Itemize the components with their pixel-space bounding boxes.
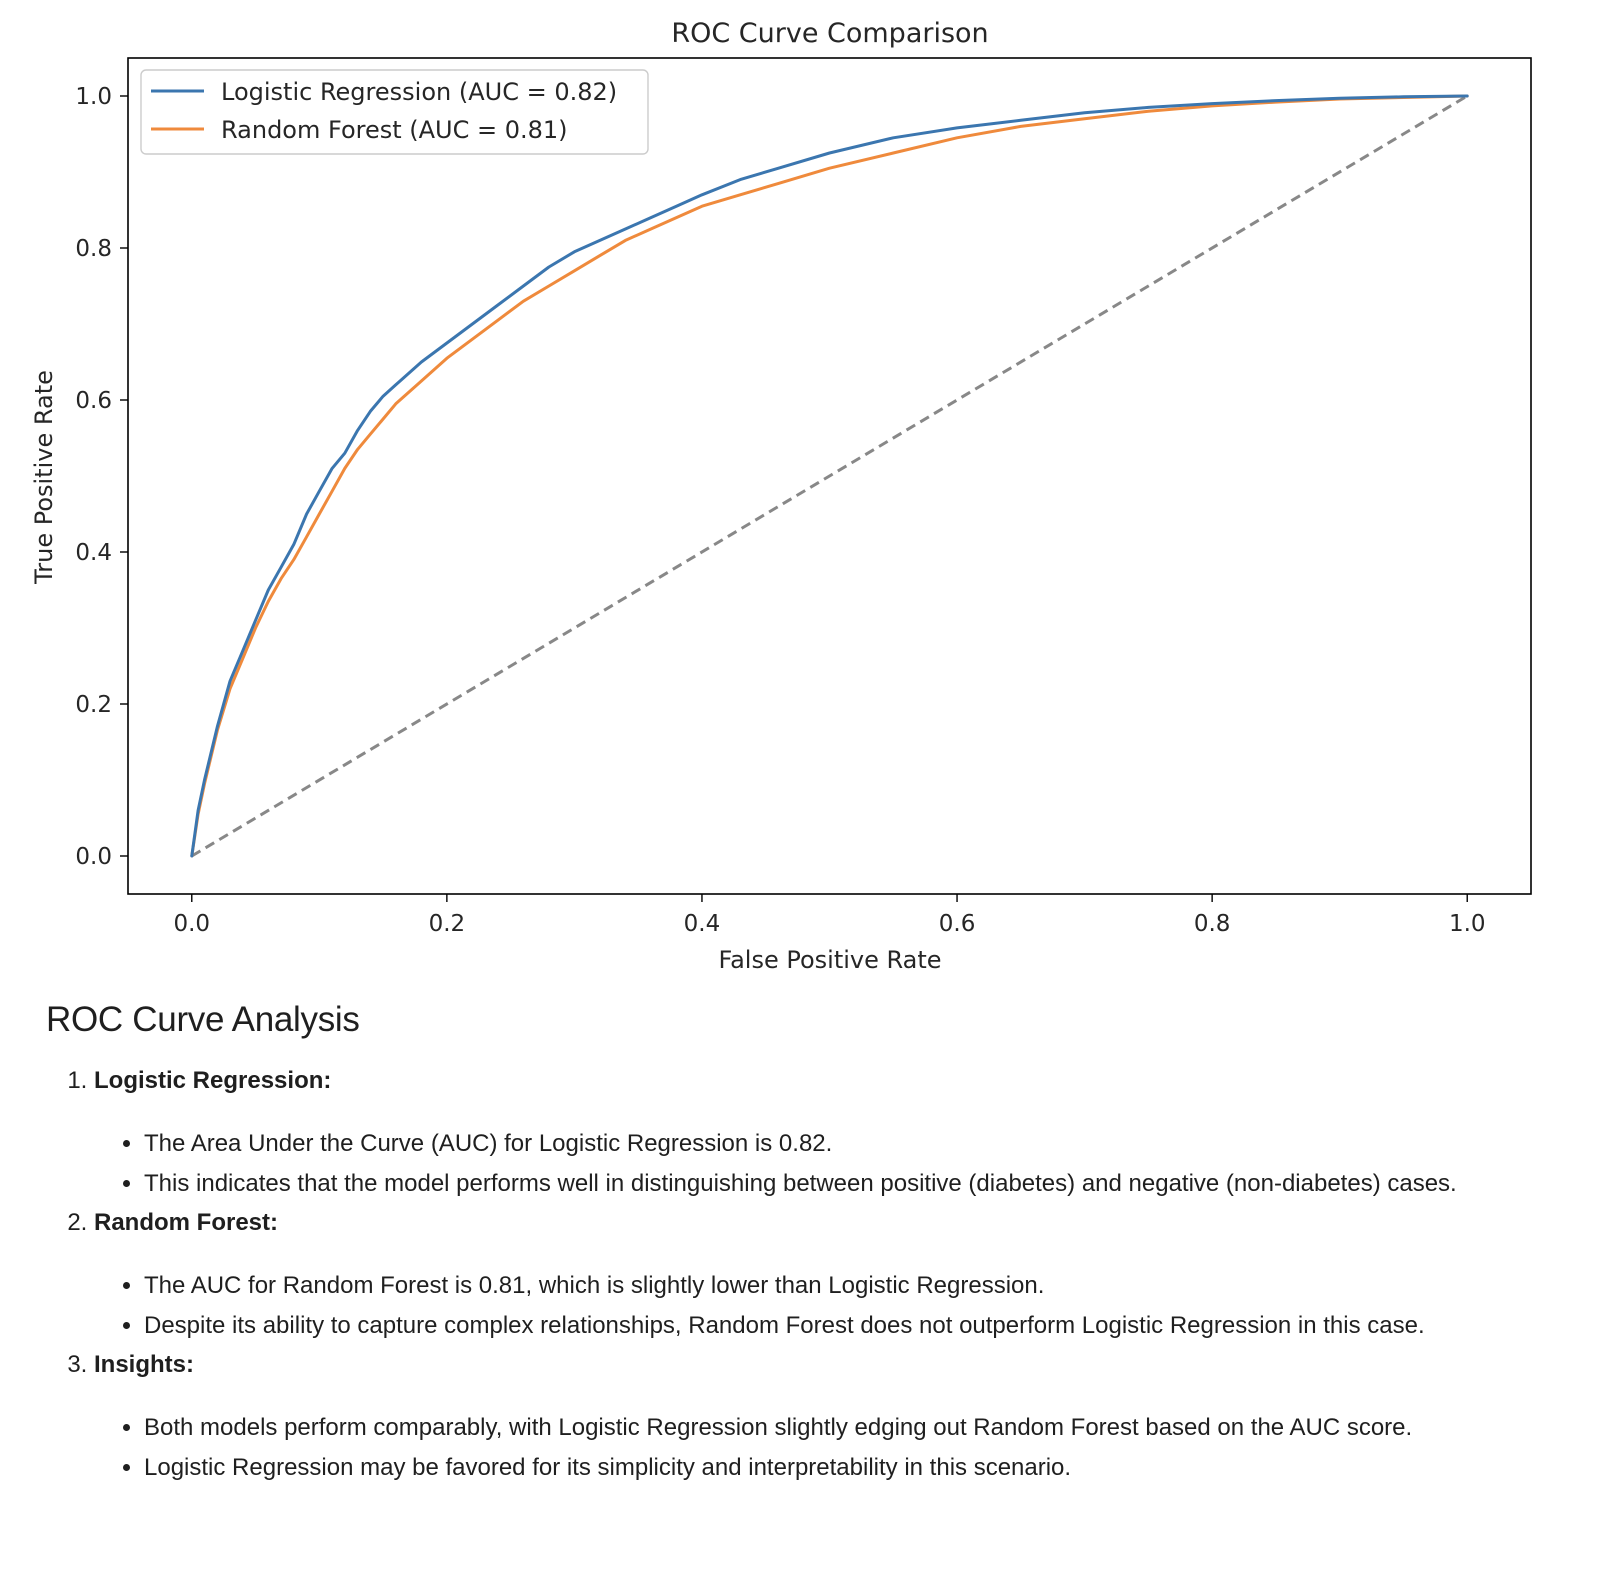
plot-area: [190, 94, 1469, 858]
diagonal-reference-line: [191, 94, 1468, 858]
y-tick-label: 0.8: [75, 236, 112, 262]
x-tick-label: 0.8: [1194, 911, 1231, 937]
analysis-list: Logistic Regression: The Area Under the …: [46, 1062, 1586, 1488]
section-title: Logistic Regression:: [94, 1067, 332, 1094]
y-tick-label: 0.2: [75, 692, 112, 718]
bullet-list: The AUC for Random Forest is 0.81, which…: [94, 1266, 1586, 1346]
x-axis-ticks: 0.0 0.2 0.4 0.6 0.8 1.0: [173, 894, 1486, 937]
list-item: Logistic Regression may be favored for i…: [144, 1448, 1586, 1488]
list-item: The Area Under the Curve (AUC) for Logis…: [144, 1124, 1586, 1164]
list-item: Both models perform comparably, with Log…: [144, 1408, 1586, 1448]
roc-chart: ROC Curve Comparison 0.0 0.2 0.4 0.6 0.8 1.0 …: [30, 18, 1532, 974]
random-forest-line: [190, 94, 1469, 858]
y-axis-label: True Positive Rate: [30, 370, 58, 585]
section-title: Insights:: [94, 1351, 194, 1378]
legend: Logistic Regression (AUC = 0.82) Random …: [140, 69, 649, 155]
section-title: Random Forest:: [94, 1209, 279, 1236]
legend-label-random-forest: Random Forest (AUC = 0.81): [221, 116, 568, 144]
y-tick-label: 0.0: [75, 844, 112, 870]
x-tick-label: 0.2: [429, 911, 466, 937]
legend-box: [140, 69, 649, 155]
bullet-list: Both models perform comparably, with Log…: [94, 1408, 1586, 1488]
analysis-section: ROC Curve Analysis Logistic Regression: …: [46, 1000, 1586, 1488]
y-tick-label: 1.0: [75, 84, 112, 110]
list-item: The AUC for Random Forest is 0.81, which…: [144, 1266, 1586, 1306]
logistic-regression-line: [190, 94, 1469, 858]
analysis-heading: ROC Curve Analysis: [46, 1000, 360, 1039]
axes-frame: [127, 57, 1532, 895]
analysis-item-insights: Insights: Both models perform comparably…: [94, 1346, 1586, 1488]
chart-title: ROC Curve Comparison: [671, 18, 988, 49]
y-tick-label: 0.6: [75, 388, 112, 414]
x-tick-label: 1.0: [1449, 911, 1486, 937]
y-tick-label: 0.4: [75, 540, 112, 566]
x-axis-label: False Positive Rate: [718, 946, 941, 974]
x-tick-label: 0.0: [173, 911, 210, 937]
analysis-item-logistic-regression: Logistic Regression: The Area Under the …: [94, 1062, 1586, 1204]
analysis-item-random-forest: Random Forest: The AUC for Random Forest…: [94, 1204, 1586, 1346]
x-tick-label: 0.6: [939, 911, 976, 937]
bullet-list: The Area Under the Curve (AUC) for Logis…: [94, 1124, 1586, 1204]
list-item: This indicates that the model performs w…: [144, 1164, 1586, 1204]
y-axis-ticks: 0.0 0.2 0.4 0.6 0.8 1.0: [75, 84, 128, 870]
x-tick-label: 0.4: [684, 911, 721, 937]
legend-label-logistic-regression: Logistic Regression (AUC = 0.82): [221, 78, 617, 106]
list-item: Despite its ability to capture complex r…: [144, 1306, 1586, 1346]
